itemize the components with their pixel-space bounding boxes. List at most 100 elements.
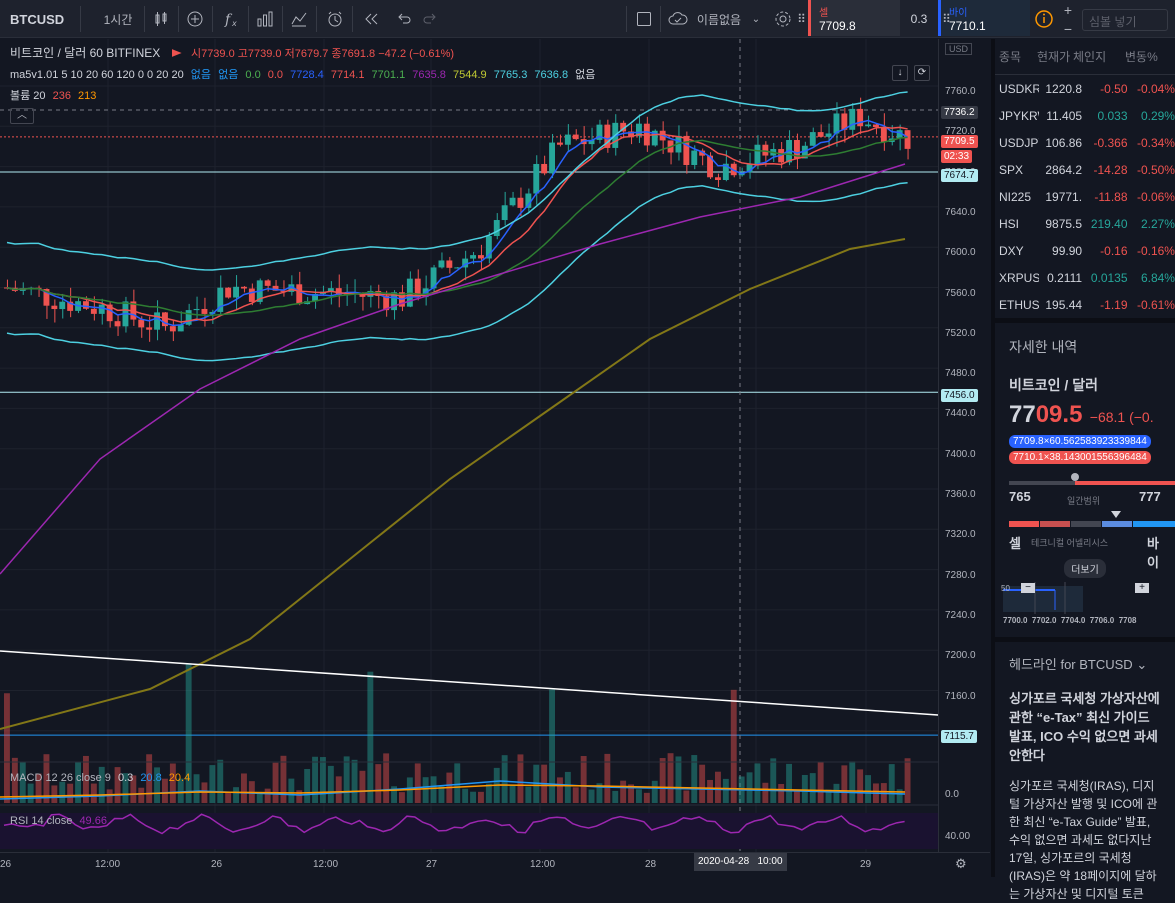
volume-bar <box>256 792 263 803</box>
chart-settings-icon[interactable]: ⚙ <box>955 856 967 871</box>
volume-bar <box>888 764 895 803</box>
price-tick: 7760.0 <box>945 86 976 97</box>
interval-button[interactable]: 1시간 <box>103 12 133 27</box>
rsi-band <box>0 813 938 849</box>
macd-legend[interactable]: MACD 12 26 close 9 0.3 20.8 20.4 <box>10 772 190 784</box>
technical-gauge[interactable]: 셀 테크니컬 어넬리시스 바이 <box>1009 511 1175 570</box>
volume-bar <box>596 783 603 803</box>
zoom-out-button[interactable]: − <box>1021 583 1035 593</box>
watchlist-row[interactable]: DXY 99.90 -0.16 -0.16% <box>995 237 1175 264</box>
drag-handle-icon[interactable]: ⠿ <box>942 12 951 26</box>
toolbar-divider <box>80 6 81 32</box>
alert-clock-icon[interactable] <box>324 0 346 38</box>
ma-value: 0.0 <box>267 69 284 81</box>
price-scale[interactable]: USD 7760.07720.07680.07640.07600.07560.0… <box>938 39 990 852</box>
volume-bar <box>83 755 89 803</box>
col-change[interactable]: 체인지 <box>1073 50 1107 64</box>
more-button[interactable]: 더보기 <box>1064 559 1106 578</box>
buy-price: 7710.1 <box>949 18 986 33</box>
drag-handle-icon[interactable]: ⠿ <box>797 12 806 26</box>
layout-name[interactable]: 이름없음 <box>696 12 742 27</box>
wl-pct: 2.27% <box>1140 216 1175 231</box>
candle-body <box>754 144 761 165</box>
candle-body <box>509 197 516 206</box>
candle-body <box>51 305 58 310</box>
settings-gear-icon[interactable] <box>772 0 794 38</box>
flag-icon[interactable] <box>171 49 182 57</box>
candle-body <box>683 135 690 166</box>
wl-pct: -0.06% <box>1136 189 1175 204</box>
reset-scale-icon[interactable]: ⟳ <box>914 65 930 81</box>
collapse-legend-button[interactable]: ︿ <box>10 108 34 124</box>
undo-icon[interactable] <box>394 0 414 38</box>
news-header[interactable]: 헤드라인 for BTCUSD ⌄ <box>995 642 1175 673</box>
wl-change: 0.033 <box>1097 108 1128 123</box>
templates-icon[interactable] <box>288 0 310 38</box>
zoom-in-button[interactable]: + <box>1135 583 1149 593</box>
candle-body <box>722 163 729 180</box>
symbol-search-button[interactable]: BTCUSD <box>10 11 65 27</box>
volume-bar <box>588 789 595 803</box>
volume-bar <box>841 765 848 803</box>
redo-icon[interactable] <box>420 0 440 38</box>
col-price[interactable]: 현재가 <box>1037 50 1071 64</box>
depth-chart[interactable]: 50 − + 7700.0 7702.0 7704.0 7706.0 7708 <box>995 582 1175 628</box>
volume-bar <box>59 781 66 803</box>
time-axis[interactable]: 26 12:00 26 12:00 27 12:00 28 29 2020-04… <box>0 852 990 877</box>
plus-icon[interactable]: + <box>1063 1 1073 18</box>
candle-body <box>557 142 563 145</box>
wl-change: -11.88 <box>1094 189 1128 204</box>
sell-button[interactable]: 셀 7709.8 <box>808 0 900 36</box>
range-low: 765 <box>1009 489 1031 504</box>
watchlist-row[interactable]: NI225 19771. -11.88 -0.06% <box>995 183 1175 210</box>
wl-price: 0.2111 <box>1047 270 1083 285</box>
col-symbol[interactable]: 종목 <box>999 50 1022 64</box>
watchlist-row[interactable]: USDKRW 1220.8 -0.50 -0.04% <box>995 75 1175 102</box>
buy-button[interactable]: 바이 7710.1 <box>938 0 1030 36</box>
candle-body <box>896 130 903 139</box>
watchlist-row[interactable]: SPX 2864.2 -14.28 -0.50% <box>995 156 1175 183</box>
price-tick: 7560.0 <box>945 287 976 299</box>
scroll-down-icon[interactable]: ↓ <box>892 65 908 81</box>
add-indicator-compare-icon[interactable] <box>184 0 206 38</box>
wl-pct: -0.61% <box>1136 297 1175 312</box>
cloud-icon[interactable] <box>666 0 690 38</box>
symbol-title[interactable]: 비트코인 / 달러 60 BITFINEX <box>10 46 161 60</box>
price-chart-canvas[interactable] <box>0 39 938 852</box>
volume-bar <box>209 765 216 803</box>
watchlist-row[interactable]: USDJPY 106.86 -0.366 -0.34% <box>995 129 1175 156</box>
candle-body <box>383 295 390 311</box>
watchlist-row[interactable]: JPYKRW 11.405 0.033 0.29% <box>995 102 1175 129</box>
candle-body <box>857 108 864 127</box>
watchlist-row[interactable]: HSI 9875.5 219.40 2.27% <box>995 210 1175 237</box>
price-tick: 7160.0 <box>945 690 976 702</box>
ma10-line <box>6 126 908 323</box>
volume-legend[interactable]: 볼륨 20 236 213 <box>10 87 96 103</box>
volume-bar <box>43 754 50 803</box>
candle-body <box>478 255 484 259</box>
watchlist-row[interactable]: XRPUSD 0.2111 0.0135 6.84% <box>995 264 1175 291</box>
symbol-search-input[interactable]: 심볼 넣기 <box>1082 9 1168 31</box>
col-pct[interactable]: 변동% <box>1125 50 1158 64</box>
chevron-down-icon[interactable]: ⌄ <box>751 13 761 25</box>
fullscreen-square-icon[interactable] <box>634 0 654 38</box>
info-icon[interactable] <box>1032 0 1056 38</box>
chart-pane[interactable]: 비트코인 / 달러 60 BITFINEX 시7739.0 고7739.0 저7… <box>0 39 938 852</box>
candle-style-icon[interactable] <box>150 0 172 38</box>
candle-body <box>501 205 508 221</box>
minus-icon[interactable]: − <box>1063 20 1073 37</box>
watchlist-row[interactable]: ETHUSD 195.44 -1.19 -0.61% <box>995 291 1175 318</box>
time-label: 12:00 <box>530 859 556 870</box>
news-headline[interactable]: 싱가포르 국세청 가상자산에 관한 “e-Tax” 최신 가이드 발표, ICO… <box>1009 691 1160 763</box>
rsi-legend[interactable]: RSI 14 close 49.66 <box>10 815 107 827</box>
candle-body <box>849 108 856 130</box>
volume-bar <box>525 786 532 803</box>
financials-icon[interactable] <box>254 0 276 38</box>
replay-icon[interactable] <box>360 0 382 38</box>
wl-symbol: SPX <box>999 162 1024 177</box>
ma-legend[interactable]: ma5v1.01 5 10 20 60 120 0 0 20 20 없음 없음 … <box>10 66 595 82</box>
wl-change: 219.40 <box>1090 216 1128 231</box>
candle-body <box>636 123 642 137</box>
volume-bar <box>169 763 176 803</box>
